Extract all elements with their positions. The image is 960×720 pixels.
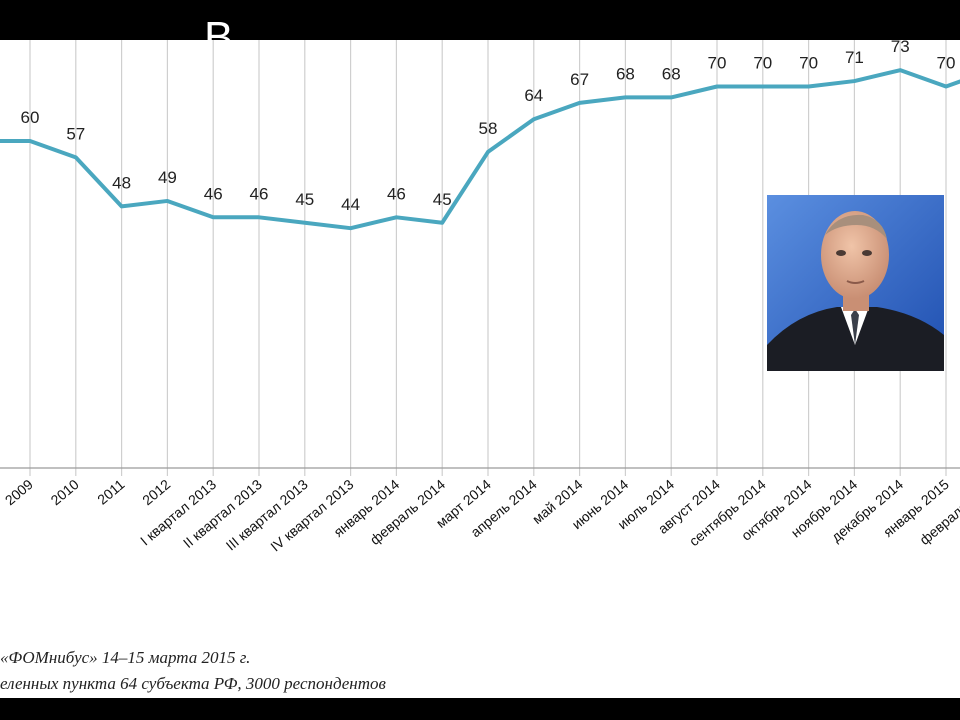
data-label: 70 — [753, 54, 772, 73]
data-label: 71 — [845, 48, 864, 67]
chart-panel: 60 57 48 49 46 46 45 44 46 45 58 64 67 68 68 70 70 70 71 73… — [0, 40, 960, 698]
data-label: 70 — [708, 54, 727, 73]
data-label: 60 — [21, 108, 40, 127]
data-label: 49 — [158, 168, 177, 187]
data-label: 67 — [570, 70, 589, 89]
data-label: 57 — [66, 124, 85, 143]
x-tick-label: IV квартал 2013 — [267, 476, 356, 555]
data-label: 46 — [387, 184, 406, 203]
data-label: 68 — [662, 64, 681, 83]
data-label: 73 — [891, 40, 910, 56]
x-tick-label: 2010 — [48, 476, 82, 508]
data-label: 48 — [112, 173, 131, 192]
data-label: 45 — [433, 190, 452, 209]
source-note-line-2: еленных пункта 64 субъекта РФ, 3000 респ… — [0, 674, 386, 693]
series-line — [0, 68, 960, 231]
source-note-line-1: «ФОМнибус» 14–15 марта 2015 г. — [0, 648, 251, 667]
x-tick-label: 2012 — [139, 476, 173, 508]
x-tick-label: II квартал 2013 — [180, 476, 265, 551]
data-label: 70 — [937, 54, 956, 73]
data-label: 46 — [250, 184, 269, 203]
data-label: 64 — [524, 86, 543, 105]
line-chart: 60 57 48 49 46 46 45 44 46 45 58 64 67 68 68 70 70 70 71 73… — [0, 40, 960, 555]
data-label: 58 — [479, 119, 498, 138]
x-tick-label: 2009 — [2, 476, 36, 508]
data-label: 44 — [341, 195, 360, 214]
portrait-photo-icon — [767, 195, 944, 371]
data-label: 70 — [799, 54, 818, 73]
x-tick-label: 2011 — [94, 476, 128, 508]
data-label: 68 — [616, 64, 635, 83]
data-label: 46 — [204, 184, 223, 203]
data-label: 45 — [295, 190, 314, 209]
